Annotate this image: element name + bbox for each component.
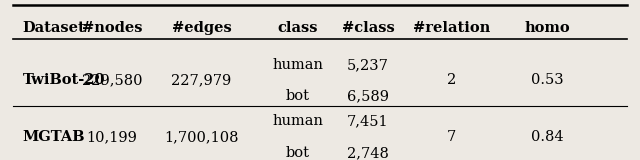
Text: #class: #class bbox=[342, 21, 394, 35]
Text: bot: bot bbox=[285, 146, 310, 160]
Text: human: human bbox=[272, 58, 323, 72]
Text: bot: bot bbox=[285, 89, 310, 103]
Text: 0.53: 0.53 bbox=[531, 73, 563, 87]
Text: 2: 2 bbox=[447, 73, 456, 87]
Text: class: class bbox=[277, 21, 318, 35]
Text: TwiBot-20: TwiBot-20 bbox=[22, 73, 105, 87]
Text: 6,589: 6,589 bbox=[347, 89, 389, 103]
Text: MGTAB: MGTAB bbox=[22, 130, 85, 144]
Text: 10,199: 10,199 bbox=[86, 130, 138, 144]
Text: #nodes: #nodes bbox=[82, 21, 142, 35]
Text: 7,451: 7,451 bbox=[347, 114, 389, 128]
Text: #edges: #edges bbox=[172, 21, 232, 35]
Text: 229,580: 229,580 bbox=[82, 73, 142, 87]
Text: 1,700,108: 1,700,108 bbox=[164, 130, 239, 144]
Text: 0.84: 0.84 bbox=[531, 130, 563, 144]
Text: #relation: #relation bbox=[413, 21, 490, 35]
Text: human: human bbox=[272, 114, 323, 128]
Text: 227,979: 227,979 bbox=[172, 73, 232, 87]
Text: Dataset: Dataset bbox=[22, 21, 85, 35]
Text: 2,748: 2,748 bbox=[347, 146, 389, 160]
Text: 5,237: 5,237 bbox=[347, 58, 389, 72]
Text: homo: homo bbox=[524, 21, 570, 35]
Text: 7: 7 bbox=[447, 130, 456, 144]
